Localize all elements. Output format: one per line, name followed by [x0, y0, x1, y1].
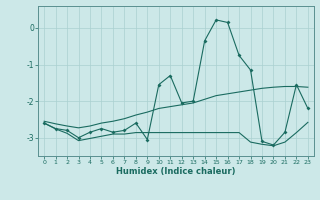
X-axis label: Humidex (Indice chaleur): Humidex (Indice chaleur) [116, 167, 236, 176]
